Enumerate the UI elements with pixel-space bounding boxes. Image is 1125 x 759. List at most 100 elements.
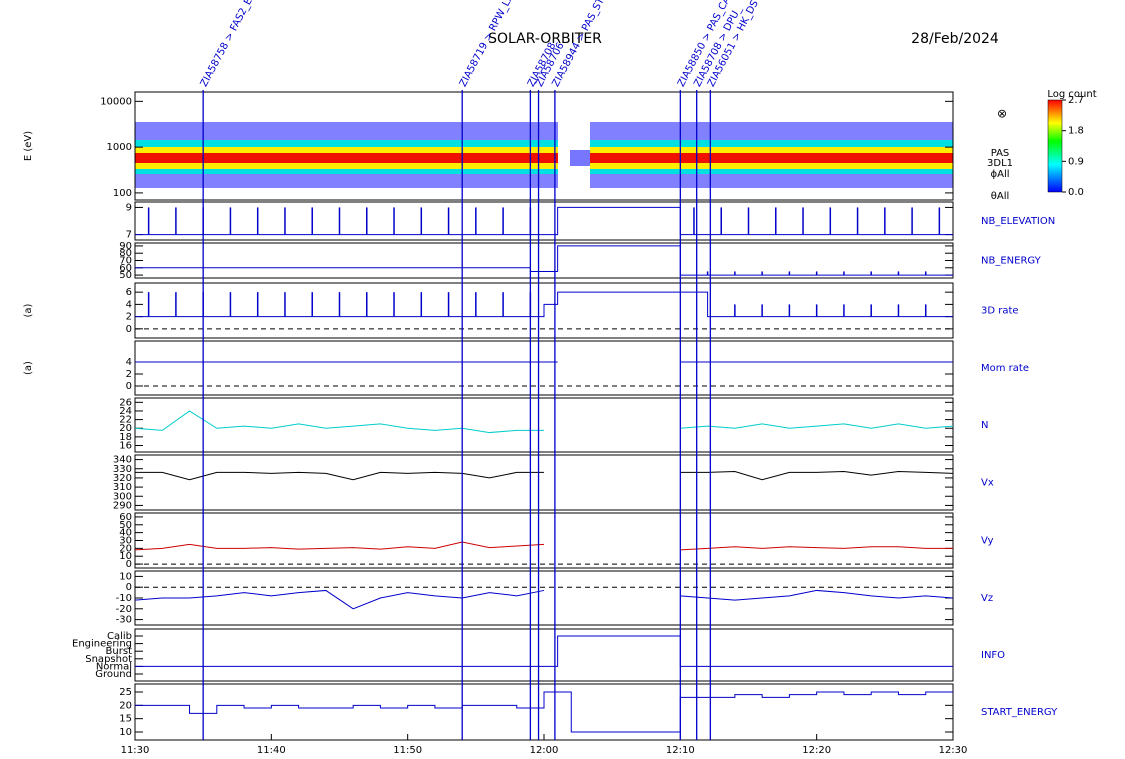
y-tick-label: 25 bbox=[119, 687, 132, 698]
y-tick-label: 20 bbox=[119, 543, 132, 554]
y-tick-label: 80 bbox=[119, 248, 132, 259]
panel-frame bbox=[134, 91, 954, 201]
y-tick-label: 0 bbox=[126, 381, 132, 392]
panel-frame bbox=[134, 397, 954, 453]
y-tick-label: 10000 bbox=[100, 96, 132, 107]
panel-frame bbox=[134, 201, 954, 241]
panel-label: NB_ELEVATION bbox=[981, 216, 1055, 227]
panel-label: Vz bbox=[981, 593, 993, 604]
y-tick-label: 1000 bbox=[107, 142, 132, 153]
y-axis-label: (a) bbox=[23, 361, 34, 375]
y-tick-label: 310 bbox=[113, 482, 132, 493]
panel-label: 3D rate bbox=[981, 306, 1019, 317]
y-axis-label: E (eV) bbox=[23, 131, 34, 161]
y-tick-label: 2 bbox=[126, 369, 132, 380]
y-axis-label: (a) bbox=[23, 303, 34, 317]
y-tick-label: -30 bbox=[116, 615, 132, 626]
y-tick-label: 20 bbox=[119, 423, 132, 434]
panel-frame bbox=[134, 628, 954, 682]
side-label: θAll bbox=[991, 191, 1010, 202]
colorbar-tick-label: 0.9 bbox=[1068, 156, 1084, 167]
x-tick-label: 12:30 bbox=[939, 745, 968, 756]
event-label: ZIA58758 > FAS2_ENG2 bbox=[199, 0, 265, 89]
panel-label: Mom rate bbox=[981, 363, 1029, 374]
panel-frame bbox=[134, 570, 954, 626]
category-label: Calib bbox=[107, 631, 132, 642]
y-tick-label: 90 bbox=[119, 241, 132, 252]
title: SOLAR-ORBITER bbox=[488, 31, 602, 47]
x-tick-label: 11:40 bbox=[257, 745, 286, 756]
x-tick-label: 12:20 bbox=[802, 745, 831, 756]
y-tick-label: 24 bbox=[119, 406, 132, 417]
x-tick-label: 12:10 bbox=[666, 745, 695, 756]
y-tick-label: 4 bbox=[126, 299, 132, 310]
side-label: 3DL1 bbox=[987, 158, 1013, 169]
y-tick-label: 18 bbox=[119, 432, 132, 443]
y-tick-label: 10 bbox=[119, 551, 132, 562]
y-tick-label: 100 bbox=[113, 188, 132, 199]
panel-label: Vx bbox=[981, 478, 994, 489]
colorbar-tick-label: 2.7 bbox=[1068, 95, 1084, 106]
y-tick-label: 60 bbox=[119, 512, 132, 523]
y-tick-label: 70 bbox=[119, 256, 132, 267]
step-trace bbox=[135, 635, 953, 667]
x-tick-label: 12:00 bbox=[530, 745, 559, 756]
y-tick-label: 330 bbox=[113, 464, 132, 475]
category-label: Burst bbox=[106, 646, 133, 657]
colorbar-label: Log count bbox=[1047, 89, 1096, 100]
colorbar-tick-label: 0.0 bbox=[1068, 187, 1084, 198]
panel-label: N bbox=[981, 420, 988, 431]
y-tick-label: 320 bbox=[113, 473, 132, 484]
category-label: Ground bbox=[95, 669, 132, 680]
y-tick-label: 50 bbox=[119, 270, 132, 281]
y-tick-label: 22 bbox=[119, 415, 132, 426]
y-tick-label: -10 bbox=[116, 593, 132, 604]
step-trace bbox=[135, 291, 953, 318]
date: 28/Feb/2024 bbox=[911, 31, 999, 47]
y-tick-label: 9 bbox=[126, 202, 132, 213]
y-tick-label: 0 bbox=[126, 559, 132, 570]
panel-label: NB_ENERGY bbox=[981, 256, 1042, 267]
y-tick-label: 15 bbox=[119, 714, 132, 725]
y-tick-label: 50 bbox=[119, 520, 132, 531]
panel-frame bbox=[134, 282, 954, 339]
step-trace bbox=[135, 691, 953, 733]
panel-label: START_ENERGY bbox=[981, 707, 1058, 718]
panel-frame bbox=[134, 340, 954, 396]
y-tick-label: 300 bbox=[113, 491, 132, 502]
y-tick-label: 10 bbox=[119, 571, 132, 582]
y-tick-label: 4 bbox=[126, 357, 132, 368]
trace bbox=[135, 470, 954, 481]
step-trace bbox=[135, 206, 953, 236]
trace bbox=[134, 410, 954, 434]
trace bbox=[134, 589, 954, 610]
category-label: Normal bbox=[96, 661, 132, 672]
y-tick-label: 40 bbox=[119, 528, 132, 539]
panel-label: INFO bbox=[981, 650, 1005, 661]
trace bbox=[134, 541, 953, 551]
y-tick-label: 20 bbox=[119, 700, 132, 711]
panel-frame bbox=[134, 454, 954, 511]
y-tick-label: 7 bbox=[126, 230, 132, 241]
colorbar bbox=[1047, 99, 1063, 193]
y-tick-label: 26 bbox=[119, 397, 132, 408]
y-tick-label: 0 bbox=[126, 324, 132, 335]
y-tick-label: 290 bbox=[113, 500, 132, 511]
y-tick-label: 0 bbox=[126, 582, 132, 593]
y-tick-label: 6 bbox=[126, 287, 132, 298]
spectrogram-bands bbox=[135, 122, 953, 188]
x-tick-label: 11:30 bbox=[121, 745, 150, 756]
x-tick-label: 11:50 bbox=[393, 745, 422, 756]
panel-frame bbox=[134, 242, 954, 279]
y-tick-label: 60 bbox=[119, 263, 132, 274]
side-label: ϕAll bbox=[991, 169, 1010, 180]
category-label: Engineering bbox=[72, 639, 132, 650]
colorbar-tick-label: 1.8 bbox=[1068, 126, 1084, 137]
category-label: Snapshot bbox=[85, 654, 132, 665]
y-tick-label: 16 bbox=[119, 441, 132, 452]
y-tick-label: 10 bbox=[119, 727, 132, 738]
y-tick-label: 2 bbox=[126, 312, 132, 323]
step-trace bbox=[135, 245, 953, 276]
side-label: PAS bbox=[991, 148, 1010, 159]
